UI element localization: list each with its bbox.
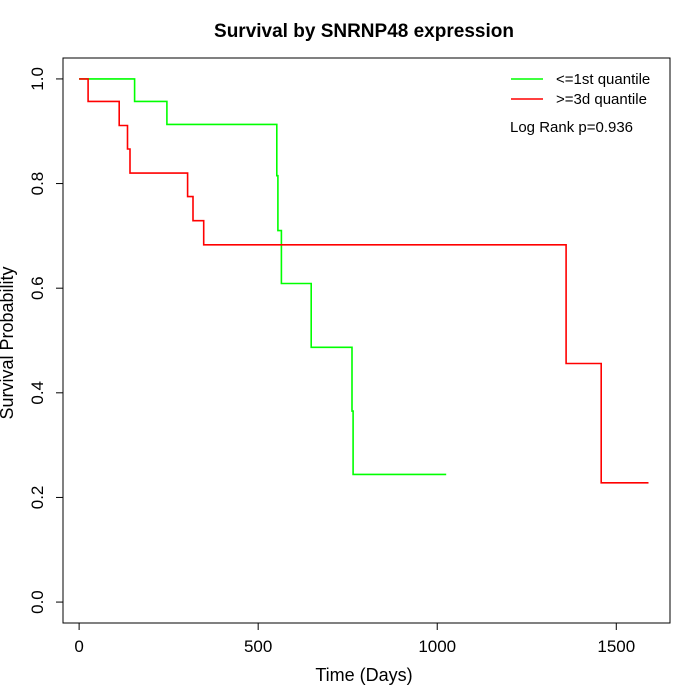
series-layer — [79, 78, 649, 484]
x-tick-label: 500 — [244, 637, 272, 656]
legend-label: <=1st quantile — [556, 71, 650, 88]
legend: <=1st quantile >=3d quantile — [511, 71, 650, 108]
y-tick-label: 0.2 — [28, 486, 47, 510]
log-rank-annotation: Log Rank p=0.936 — [510, 119, 633, 136]
x-axis: 0 500 1000 1500 — [74, 622, 635, 656]
legend-label: >=3d quantile — [556, 91, 647, 108]
x-axis-title: Time (Days) — [315, 665, 412, 685]
y-tick-label: 0.0 — [28, 590, 47, 614]
x-tick-label: 0 — [74, 637, 83, 656]
y-tick-label: 0.4 — [28, 381, 47, 405]
plot-frame — [62, 57, 671, 624]
x-tick-label: 1500 — [597, 637, 635, 656]
y-tick-label: 0.6 — [28, 276, 47, 300]
y-axis-title: Survival Probability — [0, 266, 17, 419]
y-tick-label: 1.0 — [28, 67, 47, 91]
x-tick-label: 1000 — [418, 637, 456, 656]
series-line-2 — [79, 78, 649, 484]
chart-title: Survival by SNRNP48 expression — [214, 21, 514, 42]
y-axis: 0.0 0.2 0.4 0.6 0.8 1.0 — [28, 67, 64, 614]
series-line-1 — [79, 78, 447, 476]
y-tick-label: 0.8 — [28, 172, 47, 196]
